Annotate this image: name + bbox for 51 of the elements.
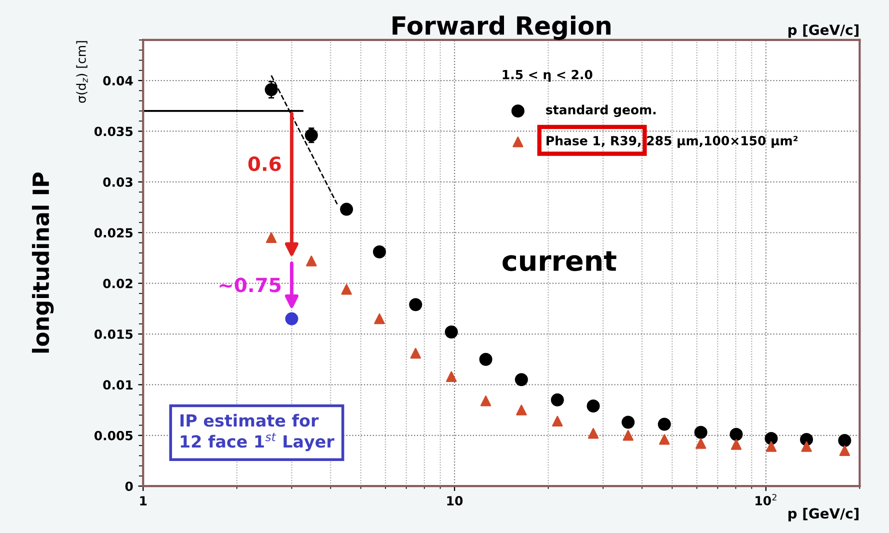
point <box>552 416 563 427</box>
text: longitudinal IP <box>32 172 54 353</box>
y-axis-title: σ(d$_{z}$) [cm] <box>76 41 88 103</box>
point <box>622 430 634 441</box>
point <box>550 393 564 406</box>
point <box>480 396 492 406</box>
x-tick-label: 1 <box>140 496 147 506</box>
point <box>695 438 706 449</box>
y-tick-label: 0.015 <box>94 329 133 339</box>
x-axis-title: p [GeV/c] <box>788 508 858 522</box>
y-tick-label: 0.03 <box>103 177 132 187</box>
y-tick-label: 0.025 <box>94 228 133 238</box>
point <box>658 418 671 431</box>
point <box>622 416 635 429</box>
point <box>446 371 457 382</box>
point <box>410 348 421 359</box>
y-tick-label: 0 <box>125 482 133 492</box>
y-tick-label: 0.01 <box>103 380 133 390</box>
y-tick-label: 0.04 <box>103 76 133 86</box>
point <box>694 426 708 439</box>
annotation: current <box>502 251 616 272</box>
point <box>372 245 386 258</box>
point <box>514 373 528 386</box>
point <box>766 441 777 452</box>
point <box>801 441 812 452</box>
x-tick-label: 10$^{2}$ <box>756 494 776 506</box>
annotation: 1.5 < η < 2.0 <box>502 70 592 82</box>
point <box>730 439 742 450</box>
y-tick-label: 0.02 <box>103 278 132 288</box>
text: p [GeV/c] <box>788 24 858 38</box>
point <box>479 352 492 366</box>
y-tick-label: 0.035 <box>94 126 133 136</box>
point <box>374 313 385 324</box>
point <box>588 428 599 439</box>
point <box>264 83 278 96</box>
annotation: 0.6 <box>248 156 281 172</box>
point <box>266 232 277 244</box>
annotation: IP estimate for 12 face 1$^{st}$ Layer <box>180 414 334 452</box>
x-tick-label: 10 <box>447 496 463 506</box>
point <box>409 298 422 312</box>
legend-label: standard geom. <box>546 104 656 117</box>
point <box>444 325 458 338</box>
y-tick-label: 0.005 <box>94 430 133 440</box>
point <box>516 404 527 416</box>
point <box>659 434 670 445</box>
annotation: ~0.75 <box>220 278 281 292</box>
point <box>730 428 743 441</box>
chart-title: Forward Region <box>392 16 610 40</box>
point <box>586 399 600 412</box>
legend-label: Phase 1, R39, 285 μm,100×150 μm² <box>546 136 798 148</box>
point <box>764 432 778 445</box>
